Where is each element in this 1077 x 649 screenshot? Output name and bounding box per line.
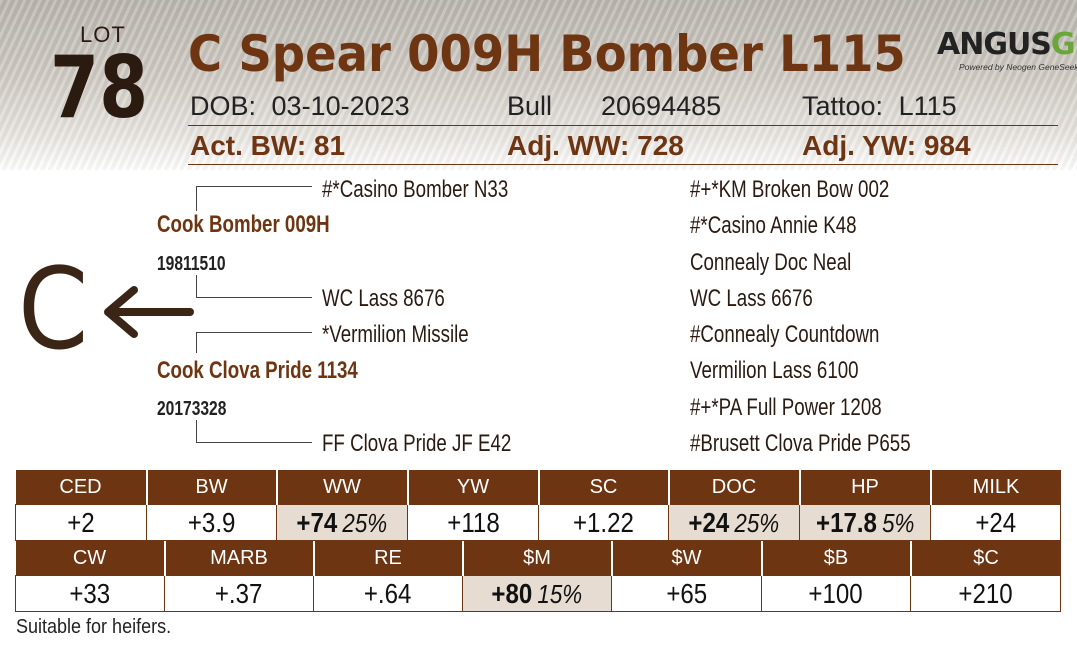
- registration-number: 20694485: [601, 91, 722, 121]
- lot-number: 78: [50, 38, 149, 138]
- dam-sire: *Vermilion Missile: [322, 321, 469, 348]
- epd-header-sc: SC: [537, 470, 669, 505]
- header-texture: [0, 0, 1077, 170]
- epd-header-dollar-b: $B: [760, 541, 911, 576]
- epd-header-ced: CED: [15, 470, 147, 505]
- logo-main-text: ANGUS: [937, 27, 1052, 62]
- epd-percentile: 25%: [342, 507, 388, 538]
- dam-bracket-top: [196, 332, 312, 353]
- epd-value-number: +17.8 5%: [815, 506, 915, 538]
- epd-value-dollar-b: +100: [761, 575, 911, 612]
- epd-value-number: +3.9: [187, 506, 236, 538]
- dob: DOB: 03-10-2023: [190, 88, 410, 124]
- dam-name: Cook Clova Pride 1134: [157, 357, 358, 384]
- actual-birth-weight: Act. BW: 81: [190, 130, 346, 161]
- epd-header-doc: DOC: [667, 470, 800, 505]
- epd-header-re: RE: [312, 541, 463, 576]
- epd-header-hp: HP: [798, 470, 931, 505]
- epd-percentile: 25%: [734, 507, 780, 538]
- epd-value-number: +65: [666, 577, 707, 609]
- tattoo-label: Tattoo:: [802, 91, 884, 121]
- epd-value-number: +210: [958, 577, 1013, 609]
- epd-value-ww: +74 25%: [276, 504, 408, 541]
- arrow-left-icon: [104, 286, 194, 338]
- epd-value-number: +100: [808, 577, 864, 609]
- dam-bracket-bottom: [196, 420, 312, 443]
- note-text: Suitable for heifers.: [16, 616, 172, 638]
- sex: Bull: [507, 91, 553, 121]
- epd-value-doc: +24 25%: [668, 504, 800, 541]
- sire-name: Cook Bomber 009H: [157, 211, 330, 238]
- epd-value-bw: +3.9: [146, 504, 277, 541]
- epd-value-re: +.64: [313, 575, 463, 612]
- epd-header-cw: CW: [15, 541, 165, 576]
- epd-header-milk: MILK: [929, 470, 1061, 505]
- epd-value-row: +2 +3.9 +74 25% +118 +1.22 +24 25% +17.8 5% +24: [15, 504, 1061, 541]
- dam-dam: FF Clova Pride JF E42: [322, 430, 512, 457]
- sire-bracket-bottom: [196, 275, 312, 298]
- great-grandparent-5: #Connealy Countdown: [690, 321, 880, 348]
- dob-label: DOB:: [190, 91, 257, 121]
- epd-value-number: +24: [975, 506, 1016, 538]
- epd-value-number: +118: [446, 506, 500, 538]
- great-grandparent-2: #*Casino Annie K48: [690, 212, 857, 239]
- tattoo-value: L115: [898, 91, 957, 121]
- angus-gs-logo: ANGUSGS Powered by Neogen GeneSeek: [937, 27, 1077, 80]
- divider-top: [188, 125, 1058, 126]
- epd-value-sc: +1.22: [538, 504, 669, 541]
- great-grandparent-6: Vermilion Lass 6100: [690, 357, 859, 384]
- adjusted-yearling-weight: Adj. YW: 984: [802, 130, 971, 161]
- epd-header-dollar-c: $C: [909, 541, 1061, 576]
- epd-header-yw: YW: [406, 470, 539, 505]
- epd-value-dollar-w: +65: [611, 575, 762, 612]
- epd-header-dollar-w: $W: [610, 541, 762, 576]
- epd-table-primary: CED BW WW YW SC DOC HP MILK +2 +3.9 +74 25% +118 +1.…: [15, 470, 1061, 541]
- epd-value-number: +80 15%: [491, 577, 583, 609]
- dam-registration: 20173328: [157, 398, 227, 420]
- epd-header-ww: WW: [275, 470, 408, 505]
- great-grandparent-1: #+*KM Broken Bow 002: [690, 176, 890, 203]
- epd-value-dollar-m: +80 15%: [462, 575, 612, 612]
- epd-header-marb: MARB: [163, 541, 314, 576]
- great-grandparent-4: WC Lass 6676: [690, 285, 813, 312]
- sire-sire: #*Casino Bomber N33: [322, 176, 509, 203]
- dob-value: 03-10-2023: [271, 91, 410, 121]
- epd-value-milk: +24: [930, 504, 1061, 541]
- epd-value-number: +74 25%: [296, 506, 388, 538]
- epd-header-row: CW MARB RE $M $W $B $C: [15, 541, 1061, 576]
- epd-value-number: +2: [67, 506, 95, 538]
- epd-value-row: +33 +.37 +.64 +80 15% +65 +100 +210: [15, 575, 1061, 612]
- epd-value-hp: +17.8 5%: [799, 504, 931, 541]
- great-grandparent-7: #+*PA Full Power 1208: [690, 394, 882, 421]
- epd-header-bw: BW: [145, 470, 277, 505]
- epd-value-number: +33: [69, 577, 111, 609]
- sire-dam: WC Lass 8676: [322, 285, 445, 312]
- epd-header-row: CED BW WW YW SC DOC HP MILK: [15, 470, 1061, 505]
- brand-letter: C: [18, 245, 89, 375]
- animal-name: C Spear 009H Bomber L115: [188, 25, 906, 83]
- sire-registration: 19811510: [157, 253, 226, 275]
- logo-accent-text: GS: [1050, 27, 1077, 62]
- epd-value-yw: +118: [407, 504, 539, 541]
- lot-label: LOT: [80, 22, 126, 47]
- epd-value-number: +1.22: [573, 506, 634, 538]
- epd-value-marb: +.37: [164, 575, 314, 612]
- epd-value-dollar-c: +210: [910, 575, 1061, 612]
- epd-value-number: +.64: [364, 577, 412, 609]
- epd-value-ced: +2: [15, 504, 147, 541]
- tattoo: Tattoo: L115: [802, 88, 957, 124]
- epd-header-dollar-m: $M: [461, 541, 612, 576]
- epd-value-number: +.37: [215, 577, 263, 609]
- epd-table-secondary: CW MARB RE $M $W $B $C +33 +.37 +.64 +80 15% +65 +10…: [15, 541, 1061, 612]
- epd-value-number: +24 25%: [688, 506, 780, 538]
- epd-value-cw: +33: [15, 575, 165, 612]
- epd-percentile: 5%: [881, 507, 915, 538]
- adjusted-weaning-weight: Adj. WW: 728: [507, 130, 684, 161]
- great-grandparent-8: #Brusett Clova Pride P655: [690, 430, 911, 457]
- divider-bottom: [188, 164, 1058, 165]
- sire-bracket-top: [196, 186, 312, 211]
- epd-percentile: 15%: [537, 578, 583, 609]
- great-grandparent-3: Connealy Doc Neal: [690, 249, 852, 276]
- logo-subtitle: Powered by Neogen GeneSeek: [959, 62, 1077, 72]
